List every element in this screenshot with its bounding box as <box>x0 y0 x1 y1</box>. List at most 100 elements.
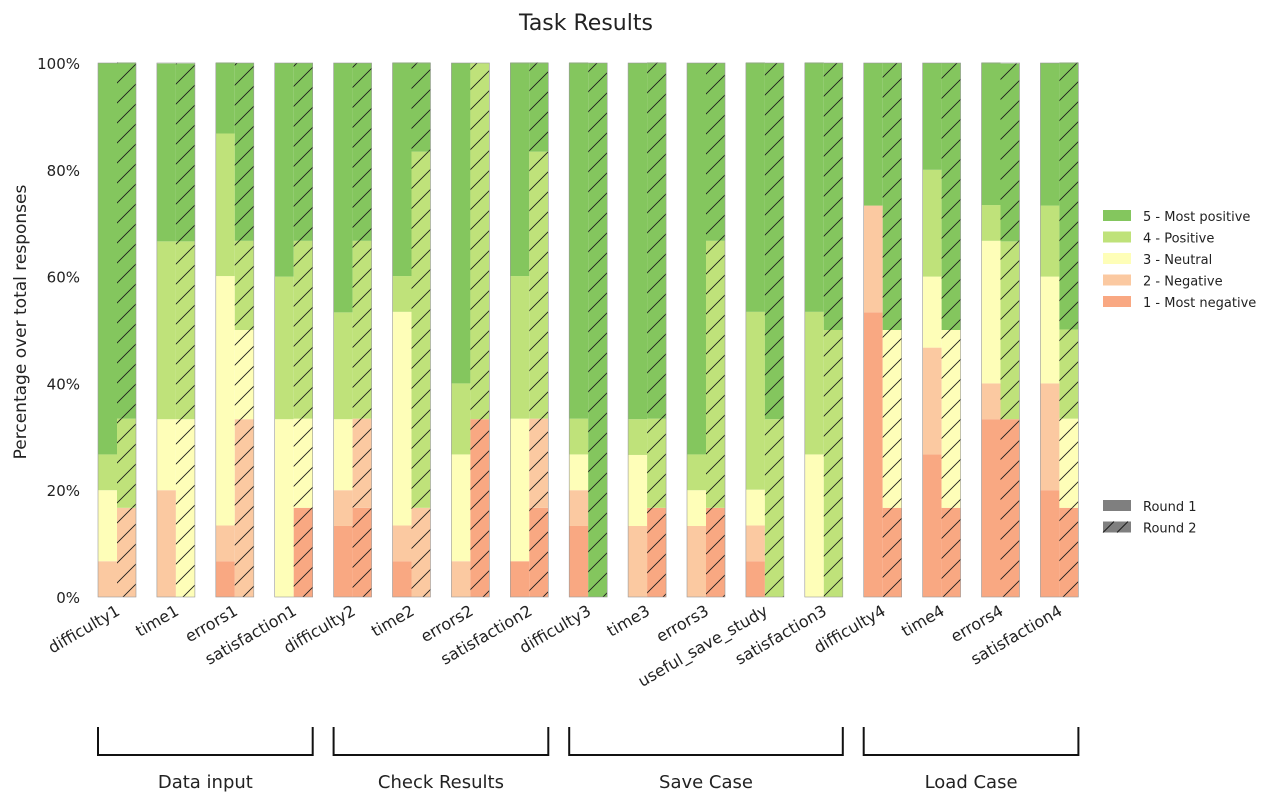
bar-segment-round1 <box>922 276 942 348</box>
bar-segment-hatch <box>411 507 431 597</box>
legend-round-label: Round 2 <box>1143 522 1197 537</box>
legend-hatch-line <box>1116 521 1129 533</box>
bar-segment-round1 <box>569 490 589 526</box>
bar-segment-hatch <box>117 62 136 419</box>
bar-segment-hatch <box>764 419 784 597</box>
bar-segment-round1 <box>981 383 1001 420</box>
legend-swatch <box>1103 231 1131 243</box>
bar-segment-hatch <box>234 63 254 241</box>
bar-segment-hatch <box>470 63 490 420</box>
bar-segment-round1 <box>804 454 824 597</box>
bar-segment-round1 <box>156 419 176 491</box>
bar-segment-round1 <box>274 419 294 597</box>
x-axis-tick-labels: difficulty1 time1 errors1satisfaction1diff… <box>45 601 1066 692</box>
bar-segment-round1 <box>863 312 883 597</box>
bar-segment-round1 <box>392 62 412 277</box>
bar-segment-hatch <box>234 240 254 330</box>
bars-layer <box>97 62 1079 598</box>
bar-segment-round1 <box>569 454 589 491</box>
bar-outline <box>981 62 1020 598</box>
bar-segment-round1 <box>333 63 353 313</box>
legend-round-swatch <box>1103 500 1131 511</box>
bar-segment-hatch <box>529 151 549 419</box>
bar-segment-round1 <box>333 312 353 420</box>
bar-segment-round1 <box>628 454 648 526</box>
x-tick-label: difficulty1 <box>45 601 123 657</box>
bar-segment-round1 <box>98 454 117 491</box>
bar-outline <box>215 62 255 598</box>
bar-segment-round1 <box>922 347 942 455</box>
bar-segment-round1 <box>333 419 353 491</box>
bar-segment-round1 <box>392 276 412 312</box>
bar-segment-round1 <box>274 276 294 420</box>
bar-segment-hatch <box>1059 507 1079 597</box>
bar-segment-round1 <box>156 63 176 242</box>
bar-segment-round1 <box>863 205 883 313</box>
bar-segment-round1 <box>745 525 765 562</box>
bar-segment-round1 <box>687 490 706 526</box>
y-tick-label: 40% <box>47 375 80 393</box>
bar-outline <box>509 62 549 598</box>
bar-segment-round1 <box>98 63 117 455</box>
bar-segment-hatch <box>411 151 431 508</box>
bar-segment-round1 <box>1040 490 1060 597</box>
bar-segment-round1 <box>687 63 706 455</box>
legend-hatch-line <box>1102 521 1115 533</box>
bar-segment-round1 <box>392 561 412 597</box>
bar-segment-round1 <box>981 240 1001 384</box>
bar-segment-round1 <box>745 561 765 597</box>
y-tick-label: 100% <box>37 55 80 73</box>
bar-segment-hatch <box>941 63 961 330</box>
bar-segment-hatch <box>352 63 372 241</box>
bar-segment-round1 <box>569 418 589 455</box>
bar-segment-hatch <box>117 418 136 508</box>
bar-segment-hatch <box>823 63 843 330</box>
x-tick-label: time3 <box>603 601 653 641</box>
bar-segment-hatch <box>823 330 843 597</box>
group-bracket <box>97 727 314 756</box>
bar-segment-hatch <box>882 507 902 597</box>
bar-segment-round1 <box>687 525 706 597</box>
bar-segment-round1 <box>451 454 471 562</box>
bar-segment-round1 <box>98 490 117 562</box>
bar-outline <box>922 62 961 598</box>
group-label: Load Case <box>925 772 1018 793</box>
y-axis-label: Percentage over total responses <box>11 185 31 460</box>
bar-segment-round1 <box>628 63 648 420</box>
bar-segment-round1 <box>687 454 706 491</box>
bar-segment-round1 <box>392 311 412 526</box>
bar-segment-hatch <box>588 63 608 597</box>
bar-segment-hatch <box>1059 62 1079 330</box>
bar-segment-hatch <box>352 418 372 508</box>
bar-segment-hatch <box>175 241 195 420</box>
bar-segment-round1 <box>510 561 530 597</box>
bar-segment-round1 <box>333 490 353 526</box>
bar-segment-round1 <box>1040 63 1060 206</box>
chart-title: Task Results <box>518 11 653 36</box>
bar-segment-round1 <box>274 63 294 277</box>
bar-segment-hatch <box>941 507 961 597</box>
bar-segment-round1 <box>215 525 235 562</box>
bar-segment-round1 <box>451 561 471 597</box>
bar-segment-round1 <box>922 454 942 597</box>
legend-swatch <box>1103 274 1131 286</box>
bar-segment-hatch <box>1059 418 1079 508</box>
bar-segment-hatch <box>175 63 195 242</box>
group-bracket <box>568 727 844 756</box>
bar-segment-hatch <box>352 507 372 597</box>
bar-outline <box>392 62 431 598</box>
legend-label: 4 - Positive <box>1143 232 1214 247</box>
legend-swatch <box>1103 210 1131 221</box>
group-bracket <box>862 727 1080 756</box>
bar-outline <box>274 62 314 598</box>
bar-segment-round1 <box>510 418 530 562</box>
bar-segment-hatch <box>411 62 431 152</box>
bar-segment-hatch <box>470 419 490 597</box>
legend-swatch <box>1103 253 1131 264</box>
legend-levels: 5 - Most positive 4 - Positive 3 - Neutral… <box>1103 210 1256 311</box>
group-bracket <box>332 727 550 756</box>
bar-segment-round1 <box>1040 383 1060 491</box>
legend-label: 5 - Most positive <box>1143 210 1250 225</box>
bar-segment-hatch <box>882 63 902 330</box>
